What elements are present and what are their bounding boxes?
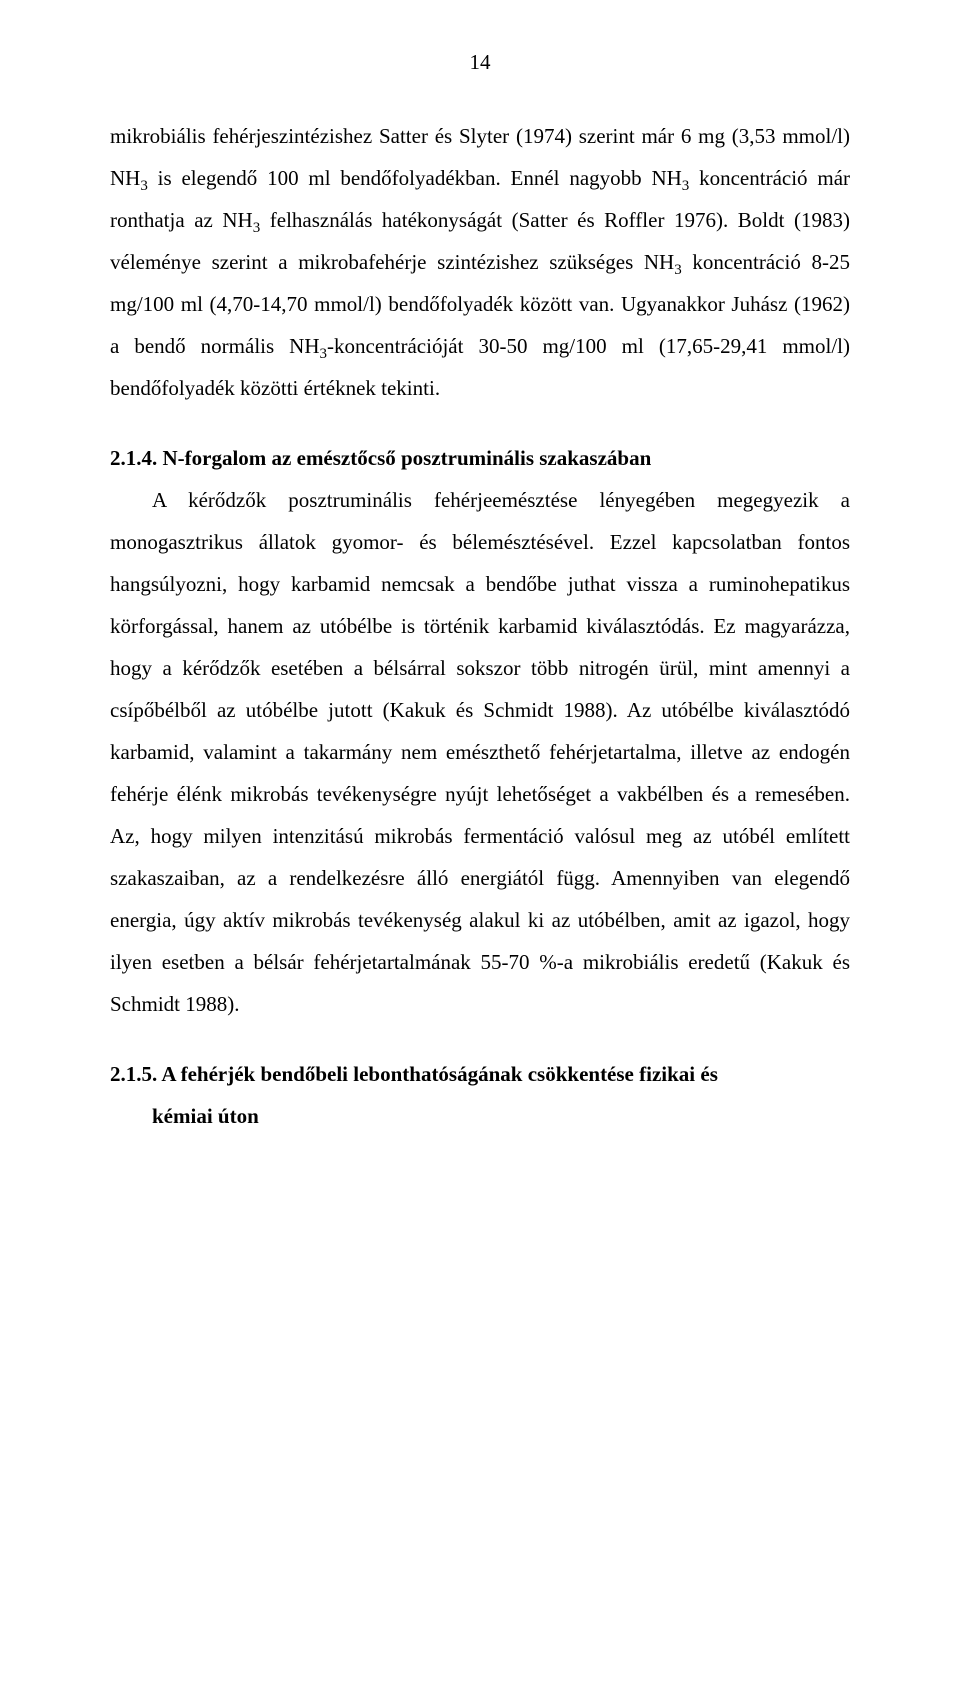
para1-text-b: is elegendő 100 ml bendőfolyadékban. Enn… [148,166,682,190]
paragraph-2: A kérődzők posztruminális fehérjeemészté… [110,479,850,1025]
page-number: 14 [110,50,850,75]
heading-215-line2: kémiai úton [110,1104,259,1128]
section-heading-214: 2.1.4. N-forgalom az emésztőcső posztrum… [110,437,850,479]
subscript-3: 3 [674,262,682,278]
heading-215-line1: 2.1.5. A fehérjék bendőbeli lebonthatósá… [110,1062,718,1086]
section-heading-215: 2.1.5. A fehérjék bendőbeli lebonthatósá… [110,1053,850,1137]
subscript-3: 3 [320,346,328,362]
subscript-3: 3 [140,178,148,194]
paragraph-1: mikrobiális fehérjeszintézishez Satter é… [110,115,850,409]
